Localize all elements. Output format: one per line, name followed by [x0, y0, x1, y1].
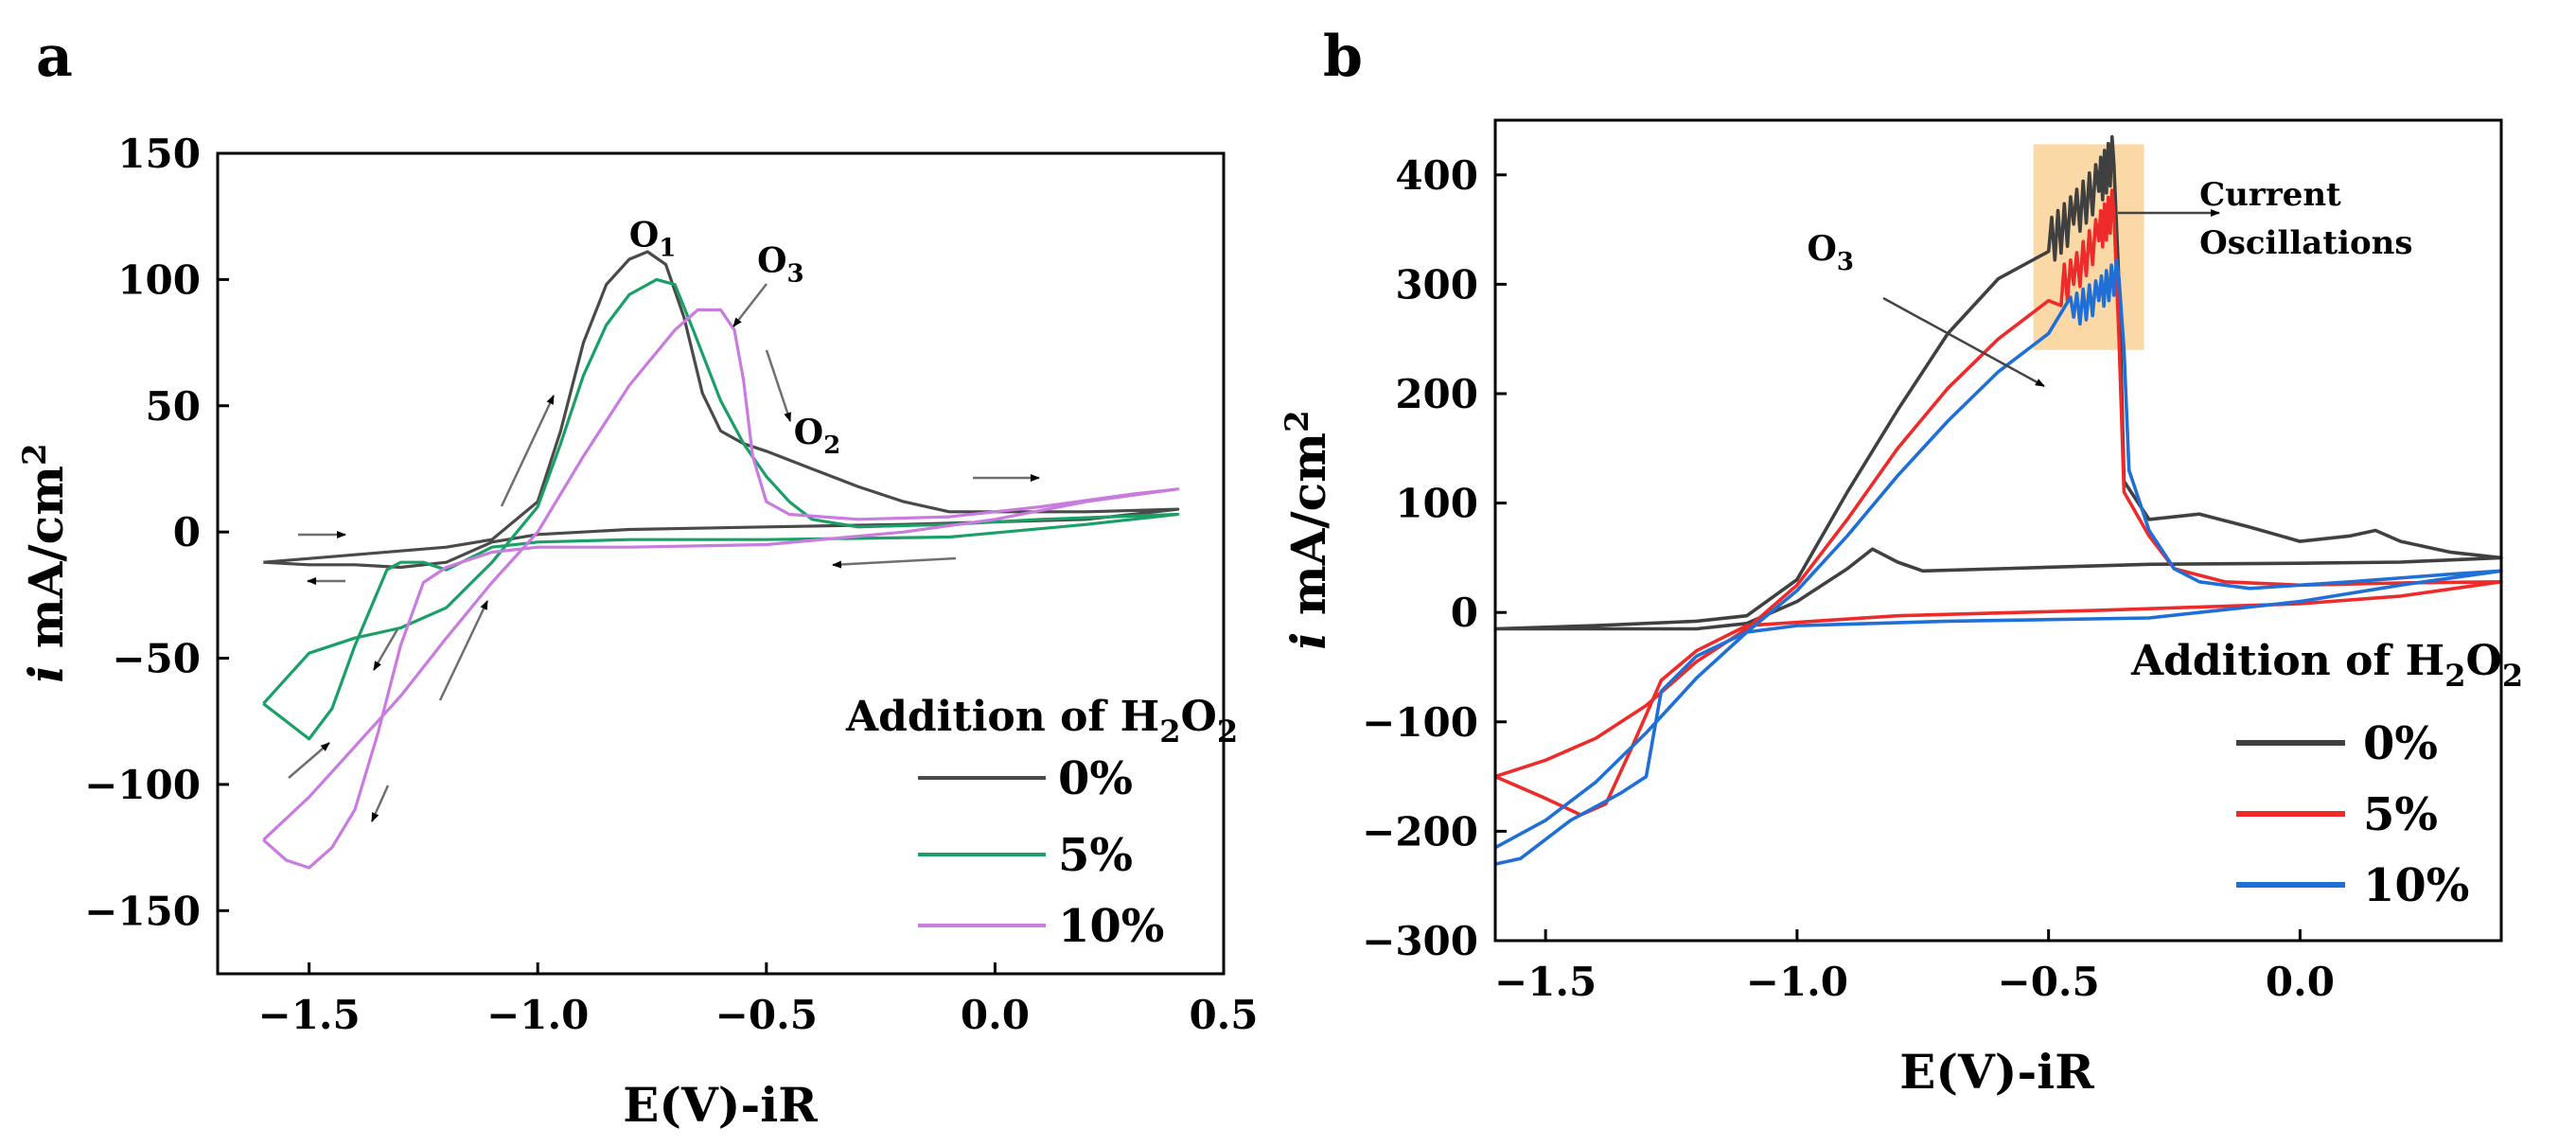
legend-label-2: 10%	[1058, 900, 1164, 953]
panel-b-direction-arrows	[1882, 209, 2220, 388]
panel-b-legend: Addition of H2O2 0% 5% 10%	[2130, 637, 2523, 912]
y-tick-label: 300	[1395, 261, 1478, 308]
y-tick-label: 200	[1395, 371, 1478, 417]
panel-a-plot-frame	[216, 151, 1226, 976]
legend-label-1: 5%	[2363, 788, 2438, 841]
x-tick-label: 0.0	[2266, 959, 2335, 1005]
x-tick-label: −1.0	[486, 992, 589, 1038]
annotation-label: Oscillations	[2199, 224, 2412, 262]
y-tick-label: 150	[117, 131, 201, 177]
legend-label-0: 0%	[2363, 717, 2438, 770]
x-tick-label: −1.5	[258, 992, 361, 1038]
panel-b-annotations: O3 Current Oscillations	[1808, 176, 2413, 276]
series-5%-line	[1494, 188, 2503, 817]
x-tick-label: −1.0	[1746, 959, 1848, 1005]
y-tick-label: 100	[117, 256, 201, 303]
y-tick-label: 50	[146, 383, 201, 430]
annotation-label: O3	[1808, 229, 1854, 276]
panel-b: b O3 Current Oscillations Addition of H2O2…	[1279, 24, 2523, 1100]
y-tick-label: 0	[1451, 590, 1478, 636]
panel-a-legend: Addition of H2O2 0% 5% 10%	[845, 693, 1238, 953]
annotation-label: O2	[794, 413, 840, 460]
x-tick-label: −0.5	[1998, 959, 2100, 1005]
panel-b-y-axis-title: i mA/cm2	[1279, 410, 1336, 649]
y-tick-label: 400	[1395, 152, 1478, 199]
y-tick-label: −150	[84, 888, 201, 934]
panel-b-label: b	[1323, 24, 1363, 90]
y-tick-label: −50	[112, 636, 201, 682]
panel-b-y-axis: 400 300 200 100 0 −100 −200 −300	[1362, 152, 1507, 964]
legend-title: Addition of H2O2	[2130, 637, 2523, 694]
y-tick-label: −300	[1362, 918, 1478, 964]
panel-a-x-axis-title: E(V)-iR	[623, 1077, 818, 1133]
legend-label-2: 10%	[2363, 859, 2469, 912]
y-tick-label: 100	[1395, 481, 1478, 527]
series-5%-line	[262, 277, 1180, 741]
panel-a-series	[262, 250, 1180, 870]
panel-b-plot-frame	[1493, 118, 2503, 943]
panel-a-label: a	[36, 24, 73, 90]
panel-a-y-axis-title: i mA/cm2	[16, 443, 74, 682]
x-tick-label: 0.5	[1189, 992, 1258, 1038]
panel-a-annotations: O1 O3 O2	[629, 216, 840, 460]
panel-b-x-axis: −1.5 −1.0 −0.5 0.0	[1494, 929, 2335, 1005]
panel-b-series	[1494, 134, 2503, 866]
x-tick-label: 0.0	[961, 992, 1030, 1038]
series-0%-line	[1494, 134, 2503, 631]
series-0%-line	[263, 250, 1180, 570]
y-tick-label: −200	[1362, 808, 1478, 855]
panel-a-x-axis: −1.5 −1.0 −0.5 0.0 0.5	[258, 962, 1259, 1038]
x-tick-label: −0.5	[715, 992, 818, 1038]
legend-label-1: 5%	[1058, 829, 1133, 882]
y-tick-label: −100	[84, 762, 201, 808]
series-10%-line	[262, 308, 1180, 870]
y-tick-label: −100	[1362, 699, 1478, 746]
panel-b-x-axis-title: E(V)-iR	[1899, 1044, 2094, 1100]
annotation-label: Current	[2199, 176, 2341, 214]
annotation-label: O3	[757, 240, 803, 288]
annotation-label: O1	[629, 216, 676, 263]
legend-title: Addition of H2O2	[845, 693, 1238, 749]
y-tick-label: 0	[173, 509, 201, 555]
panel-a: a O1 O3 O2 Addition of H2O2 0% 5%	[16, 24, 1259, 1133]
x-tick-label: −1.5	[1494, 959, 1597, 1005]
panel-a-direction-arrows	[288, 283, 1040, 822]
legend-label-0: 0%	[1058, 752, 1133, 805]
series-10%-line	[1494, 257, 2503, 866]
panel-a-y-axis: 150 100 50 0 −50 −100 −150	[84, 131, 229, 934]
